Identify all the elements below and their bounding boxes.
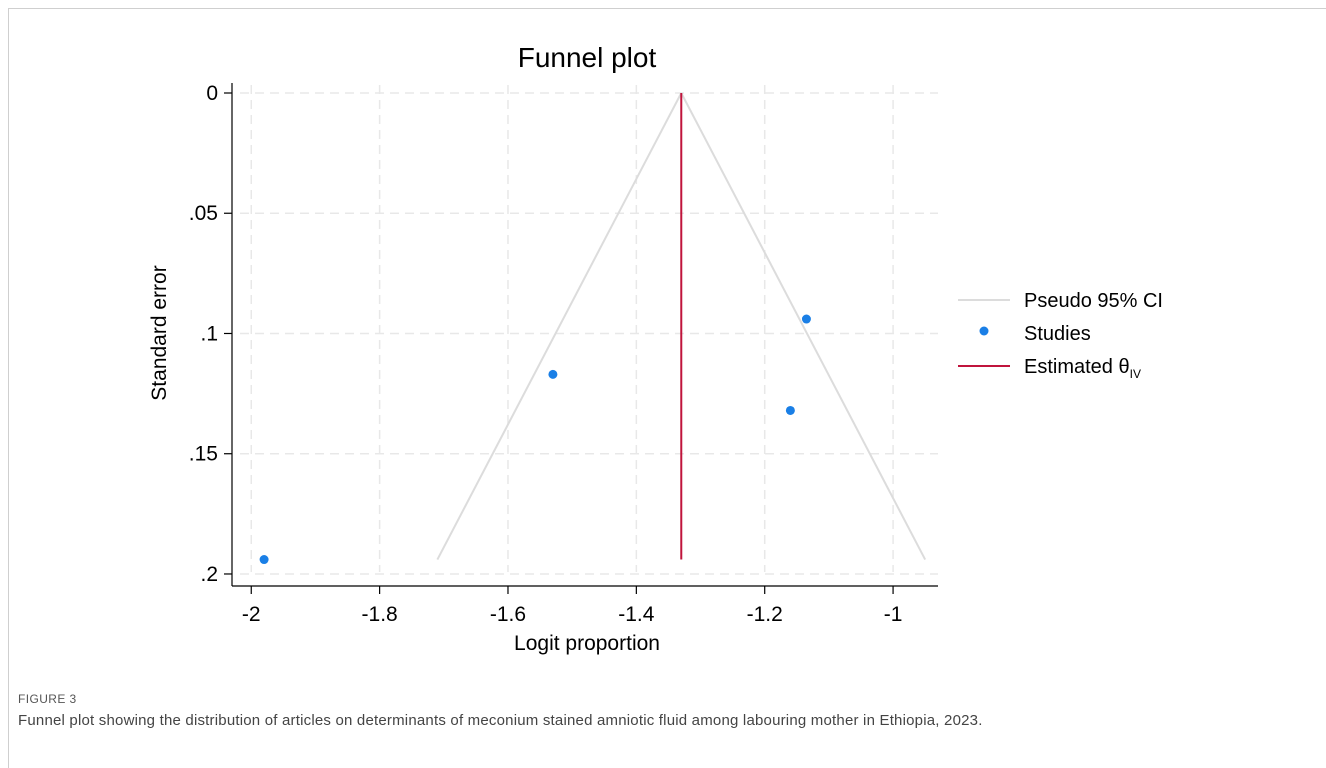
x-tick-label: -2 bbox=[242, 603, 261, 626]
figure-label: FIGURE 3 bbox=[18, 692, 77, 706]
x-tick-label: -1.6 bbox=[490, 603, 526, 626]
study-point bbox=[259, 555, 269, 565]
legend-estimate-label: Estimated θIV bbox=[1024, 356, 1141, 381]
y-tick-label: .2 bbox=[200, 563, 218, 586]
x-tick-label: -1.8 bbox=[362, 603, 398, 626]
figure-caption: Funnel plot showing the distribution of … bbox=[18, 712, 983, 729]
y-tick-label: .05 bbox=[189, 202, 218, 225]
axes-layer: -2 -1.8 -1.6 -1.4 -1.2 -1 0 .05 .1 .15 .2 bbox=[189, 82, 938, 626]
x-tick-label: -1.2 bbox=[747, 603, 783, 626]
grid-layer bbox=[240, 85, 938, 575]
funnel-plot-chart: Funnel plot -2 -1.8 -1.6 -1.4 -1.2 -1 0 .05 .1 .1… bbox=[148, 42, 1163, 655]
y-tick-label: 0 bbox=[206, 82, 218, 105]
figure-frame bbox=[8, 8, 1326, 768]
y-tick-label: .1 bbox=[200, 322, 218, 345]
study-point bbox=[785, 405, 795, 415]
x-axis-label: Logit proportion bbox=[514, 632, 660, 655]
series-layer bbox=[259, 92, 927, 565]
x-tick-label: -1.4 bbox=[618, 603, 655, 626]
study-point bbox=[548, 369, 558, 379]
chart-title: Funnel plot bbox=[518, 42, 657, 73]
y-tick-label: .15 bbox=[189, 443, 218, 466]
y-axis-label: Standard error bbox=[148, 265, 171, 400]
study-point bbox=[801, 314, 811, 324]
legend-studies-label: Studies bbox=[1024, 323, 1091, 345]
legend-studies-swatch bbox=[979, 326, 989, 336]
chart-legend: Pseudo 95% CI Studies Estimated θIV bbox=[958, 290, 1163, 381]
pseudo-ci-line bbox=[436, 92, 683, 561]
x-tick-label: -1 bbox=[884, 603, 903, 626]
pseudo-ci-line bbox=[680, 92, 927, 561]
legend-ci-label: Pseudo 95% CI bbox=[1024, 290, 1163, 312]
